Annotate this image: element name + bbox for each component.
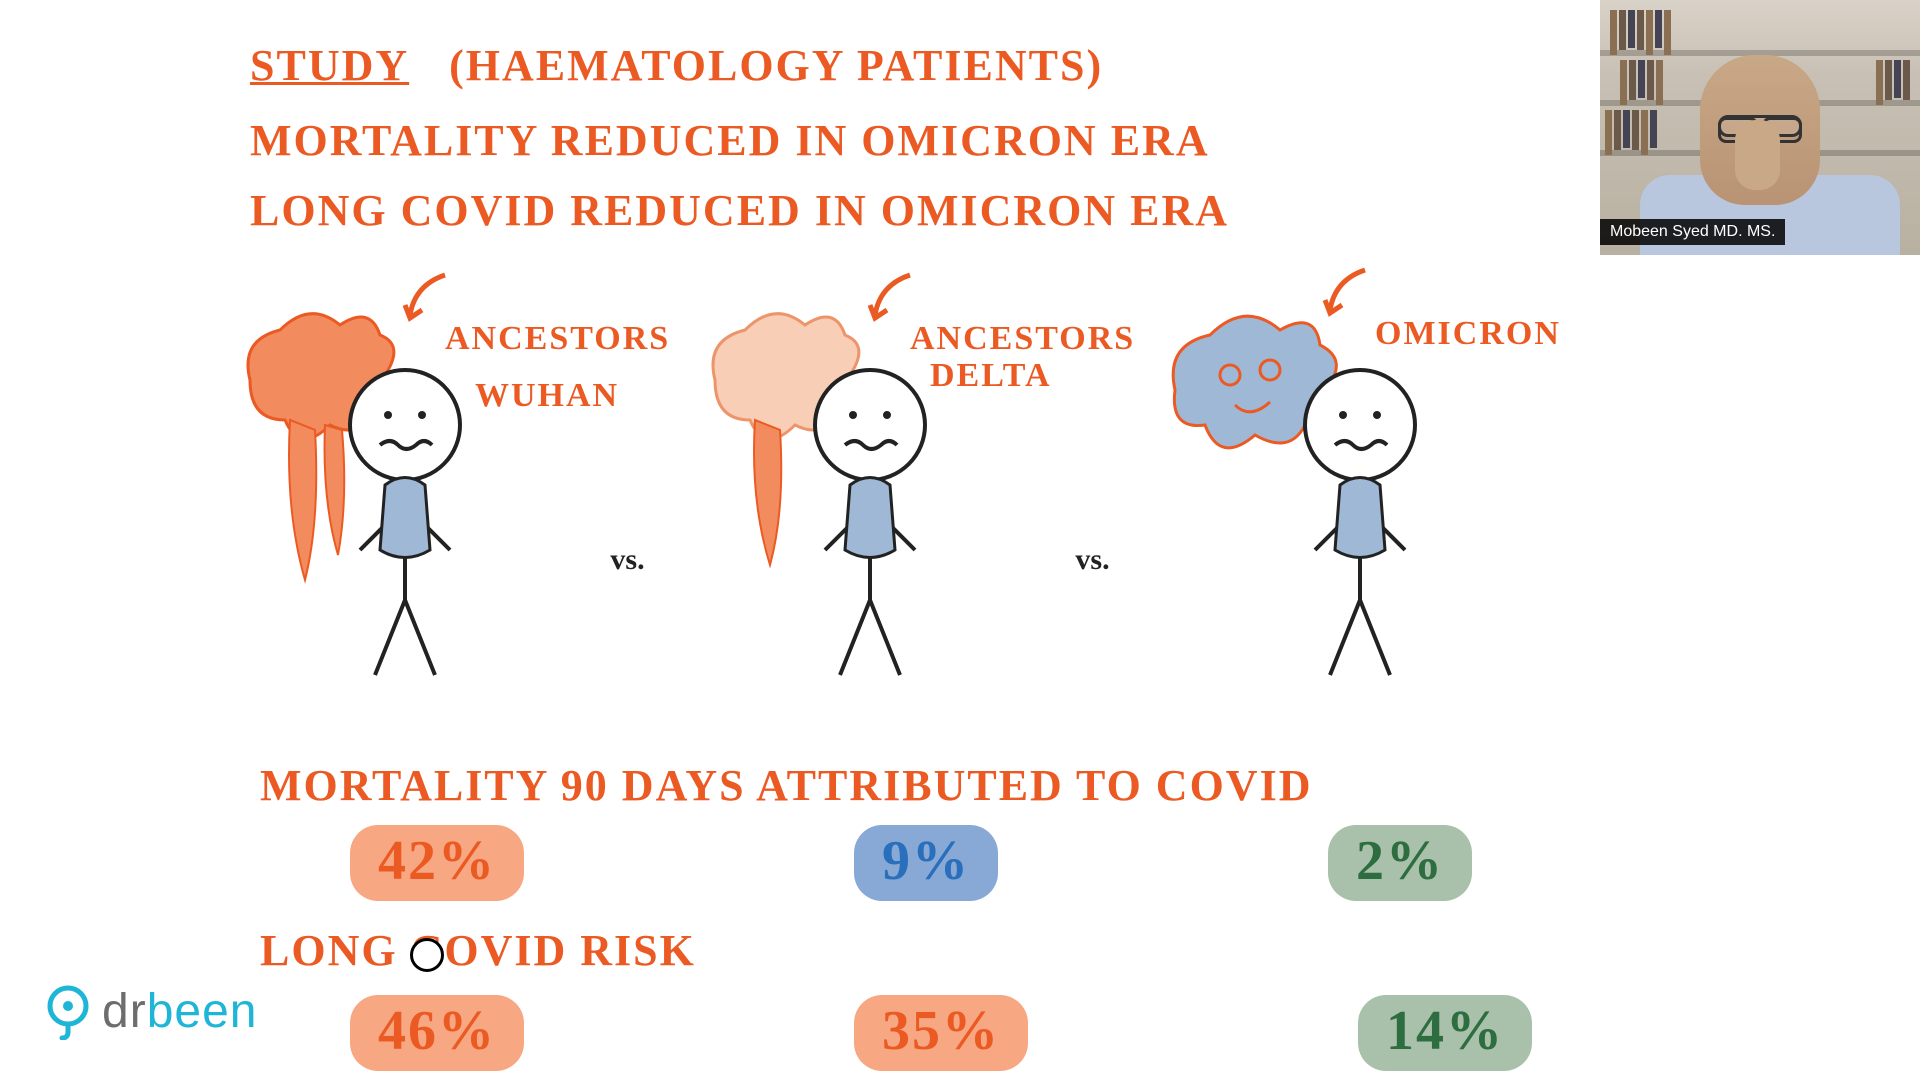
presenter-hand [1735, 120, 1780, 190]
drbeen-logo: drbeen [42, 982, 257, 1040]
variant-label-1: ANCESTORS [910, 320, 1135, 357]
longcovid-delta: 35% [854, 995, 1028, 1071]
variant-label: ANCESTORS DELTA [910, 320, 1135, 395]
longcovid-heading: LONG COVID RISK [260, 925, 696, 976]
variant-label-2: WUHAN [475, 377, 619, 414]
title-line2: MORTALITY REDUCED IN OMICRON ERA [250, 115, 1210, 166]
variant-label-2: DELTA [930, 357, 1052, 394]
vs-label-1: vs. [610, 543, 644, 577]
vs-label-2: vs. [1075, 543, 1109, 577]
mortality-delta: 9% [854, 825, 998, 901]
variants-row: ANCESTORS WUHAN vs. ANCESTORS DELTA vs. [230, 290, 1490, 690]
arrow-icon [1320, 265, 1380, 325]
variant-label-1: ANCESTORS [445, 320, 670, 357]
variant-label-1: OMICRON [1375, 315, 1561, 352]
logo-been: been [147, 985, 258, 1038]
title-patients: (HAEMATOLOGY PATIENTS) [449, 40, 1103, 91]
mortality-omicron: 2% [1328, 825, 1472, 901]
logo-dr: dr [102, 985, 147, 1038]
longcovid-row: 46% 35% 14% [350, 995, 1532, 1071]
logo-icon [42, 982, 94, 1040]
webcam-overlay: Mobeen Syed MD. MS. [1600, 0, 1920, 255]
mortality-heading: MORTALITY 90 DAYS ATTRIBUTED TO COVID [260, 760, 1312, 811]
variant-delta: ANCESTORS DELTA [695, 290, 1025, 690]
mortality-row: 42% 9% 2% [350, 825, 1472, 901]
cursor-ring-icon [410, 938, 444, 972]
title-study: STUDY [250, 40, 409, 91]
presenter-name-tag: Mobeen Syed MD. MS. [1600, 219, 1785, 245]
variant-label: OMICRON [1375, 315, 1561, 352]
mortality-wuhan: 42% [350, 825, 524, 901]
longcovid-omicron: 14% [1358, 995, 1532, 1071]
variant-wuhan: ANCESTORS WUHAN [230, 290, 560, 690]
variant-omicron: OMICRON [1160, 290, 1490, 690]
longcovid-wuhan: 46% [350, 995, 524, 1071]
variant-label: ANCESTORS WUHAN [445, 320, 670, 395]
title-line3: LONG COVID REDUCED IN OMICRON ERA [250, 185, 1229, 236]
